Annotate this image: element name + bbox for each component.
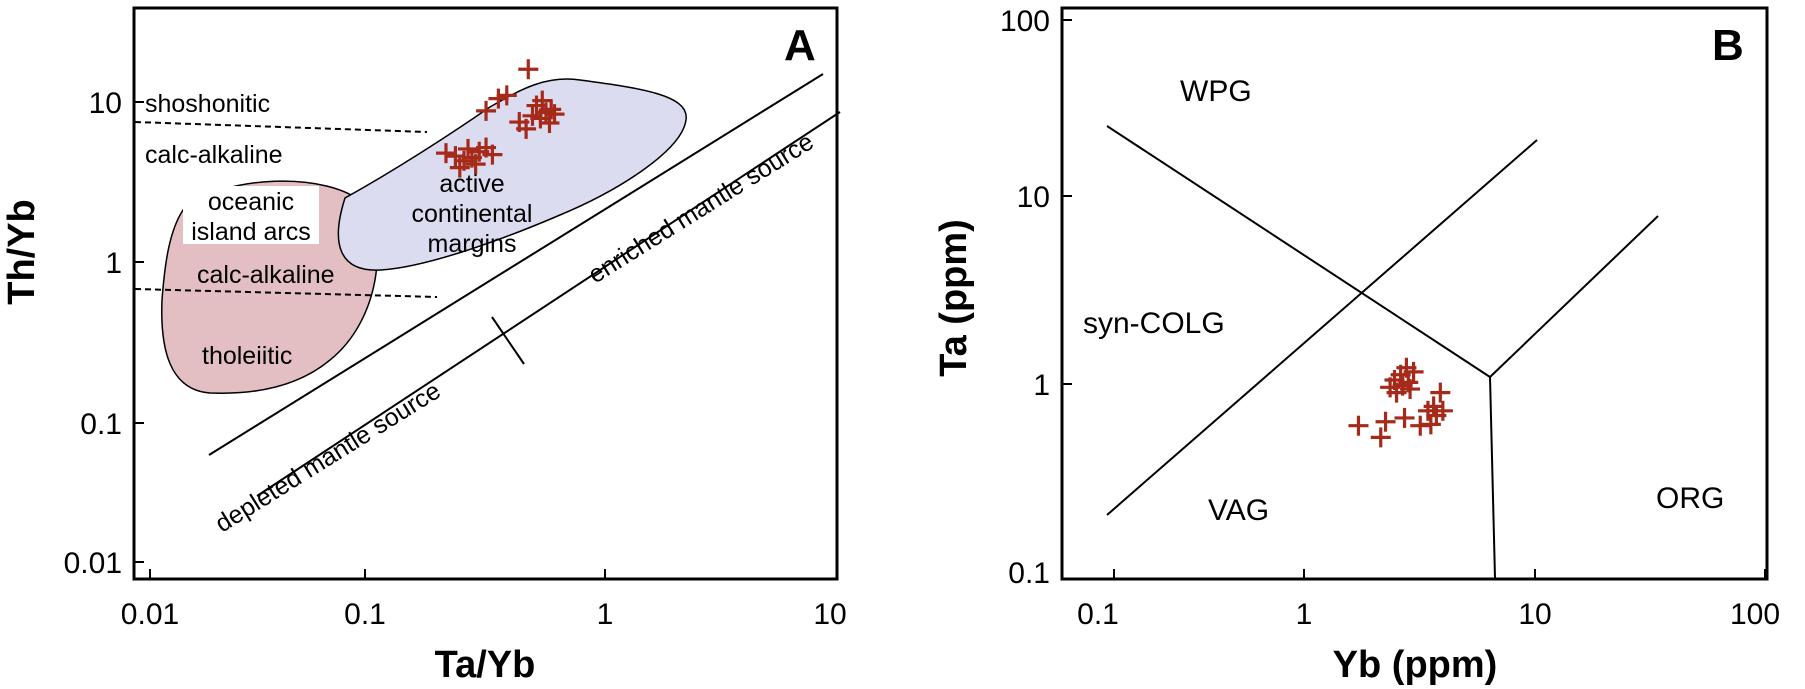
label-calc-alkaline-upper: calc-alkaline — [145, 141, 283, 169]
panel-b: WPG syn-COLG VAG ORG 0.1 1 10 100 0.1 1 … — [933, 5, 1780, 686]
b-data-point-8 — [1394, 407, 1415, 428]
a-data-point-0 — [435, 143, 456, 164]
label-island-arcs: island arcs — [191, 218, 311, 246]
b-data-point-1 — [1370, 427, 1391, 448]
label-calc-alkaline-lower: calc-alkaline — [197, 261, 335, 289]
wpg-vag-boundary — [1106, 125, 1491, 378]
panel-a-frame — [132, 6, 839, 581]
b-xtick-0.1: 0.1 — [1077, 598, 1119, 631]
a-data-point-11 — [488, 88, 509, 109]
label-syn-colg: syn-COLG — [1083, 307, 1225, 340]
org-boundary-upper — [1489, 215, 1659, 378]
b-ytick-1: 1 — [1033, 369, 1050, 402]
a-data-point-8 — [482, 144, 503, 165]
b-x-axis-label: Yb (ppm) — [1333, 644, 1498, 686]
panel-b-ticks — [1062, 19, 1766, 579]
a-data-point-10 — [476, 100, 497, 121]
a-xtick-10: 10 — [813, 598, 846, 631]
label-margins: margins — [428, 230, 517, 258]
oceanic-label-box — [183, 186, 319, 244]
panel-a-points — [435, 59, 565, 178]
a-xtick-1: 1 — [597, 598, 614, 631]
a-xtick-0.1: 0.1 — [344, 598, 386, 631]
label-org: ORG — [1656, 482, 1724, 515]
a-ytick-0.1: 0.1 — [80, 408, 122, 441]
a-data-point-7 — [465, 154, 486, 175]
mantle-array-divider — [491, 316, 525, 365]
a-ytick-10: 10 — [89, 87, 122, 120]
a-data-point-20 — [532, 90, 553, 111]
label-depleted-mantle-source: depleted mantle source — [210, 377, 445, 538]
a-x-axis-label: Ta/Yb — [435, 644, 536, 686]
panel-b-frame — [1060, 6, 1769, 581]
panel-a: shoshonitic calc-alkaline oceanic island… — [1, 6, 847, 686]
label-vag: VAG — [1208, 494, 1269, 527]
a-data-point-3 — [458, 138, 479, 159]
a-data-point-12 — [496, 85, 517, 106]
a-data-point-23 — [539, 112, 560, 133]
label-continental: continental — [412, 200, 533, 228]
b-ytick-100: 100 — [1000, 5, 1050, 38]
panel-a-label: A — [784, 21, 816, 70]
b-data-point-11 — [1400, 379, 1421, 400]
a-ytick-1: 1 — [105, 247, 122, 280]
panel-a-ticks — [134, 101, 838, 579]
label-oceanic: oceanic — [208, 188, 294, 216]
panel-b-points — [1348, 357, 1453, 448]
a-data-point-15 — [516, 118, 537, 139]
b-xtick-1: 1 — [1296, 598, 1313, 631]
mantle-array-lower-line — [256, 111, 841, 497]
a-ytick-0.01: 0.01 — [64, 547, 122, 580]
a-data-point-13 — [518, 59, 539, 80]
label-wpg: WPG — [1180, 75, 1252, 108]
b-xtick-10: 10 — [1518, 598, 1551, 631]
syn-colg-vag-boundary — [1106, 139, 1538, 516]
label-tholeiitic: tholeiitic — [202, 342, 292, 370]
b-data-point-16 — [1423, 396, 1444, 417]
mantle-array-upper-line — [208, 73, 824, 456]
b-ytick-10: 10 — [1017, 181, 1050, 214]
a-xtick-0.01: 0.01 — [121, 598, 179, 631]
shoshonitic-boundary — [134, 121, 428, 133]
b-data-point-18 — [1430, 382, 1451, 403]
a-data-point-9 — [449, 157, 470, 178]
b-data-point-0 — [1348, 415, 1369, 436]
tholeiitic-boundary — [134, 288, 438, 298]
b-data-point-19 — [1432, 400, 1453, 421]
b-xtick-100: 100 — [1730, 598, 1780, 631]
panel-b-label: B — [1712, 21, 1744, 70]
label-active: active — [439, 170, 504, 198]
b-data-point-2 — [1375, 411, 1396, 432]
label-shoshonitic: shoshonitic — [145, 90, 270, 118]
b-y-axis-label: Ta (ppm) — [933, 219, 975, 377]
org-boundary-vertical — [1489, 376, 1496, 579]
a-y-axis-label: Th/Yb — [1, 199, 43, 305]
a-data-point-21 — [541, 99, 562, 120]
b-ytick-0.1: 0.1 — [1008, 557, 1050, 590]
b-data-point-12 — [1403, 361, 1424, 382]
